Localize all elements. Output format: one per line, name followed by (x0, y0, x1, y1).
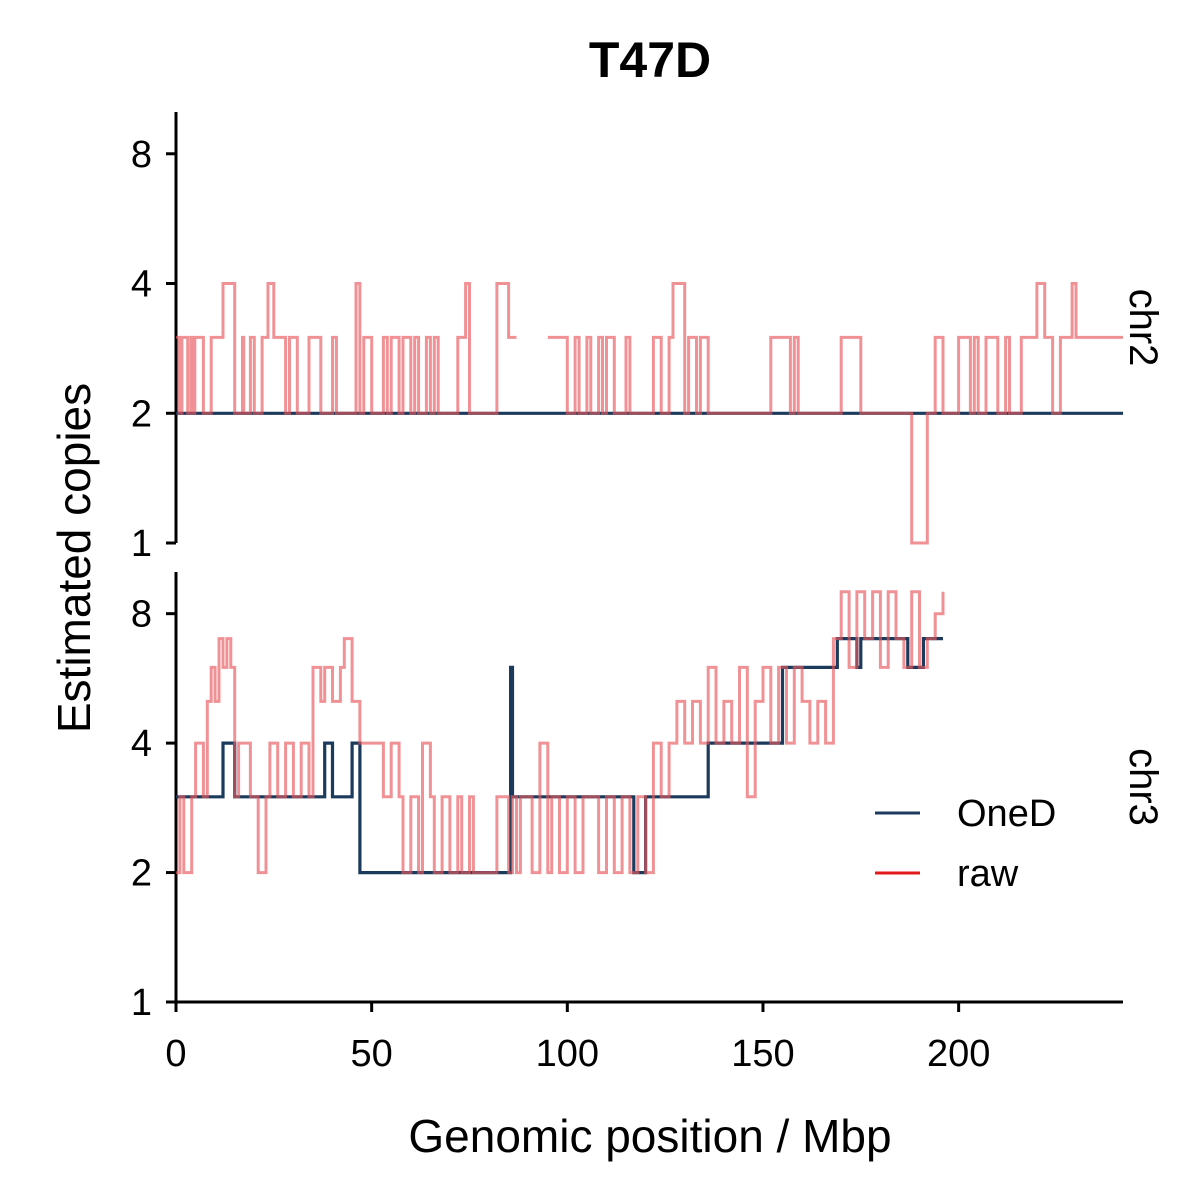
x-axis-label: Genomic position / Mbp (408, 1110, 891, 1162)
x-tick-label: 150 (731, 1033, 794, 1075)
x-tick-label: 0 (165, 1033, 186, 1075)
legend: OneD raw (875, 793, 1056, 895)
y-tick-label: 8 (131, 594, 152, 636)
x-axis-ticks: 0 50 100 150 200 (165, 1002, 990, 1075)
y-tick-label: 4 (131, 264, 152, 306)
series-line-raw (547, 282, 1123, 545)
x-tick-label: 50 (351, 1033, 393, 1075)
panel-chr3: 1 2 4 8 chr3 (131, 572, 1165, 1024)
panel-strip-label: chr3 (1121, 748, 1165, 826)
series-line-oned (176, 637, 943, 875)
y-tick-label: 4 (131, 723, 152, 765)
panel-strip-label: chr2 (1121, 289, 1165, 367)
y-tick-label: 8 (131, 134, 152, 176)
y-axis-label: Estimated copies (48, 383, 100, 733)
y-tick-label: 1 (131, 523, 152, 565)
series-line-raw (176, 282, 517, 415)
x-tick-label: 200 (927, 1033, 990, 1075)
legend-label: raw (957, 853, 1019, 895)
panel-chr2: 1 2 4 8 chr2 (131, 112, 1165, 565)
x-tick-label: 100 (536, 1033, 599, 1075)
legend-label: OneD (957, 793, 1056, 835)
y-tick-label: 2 (131, 393, 152, 435)
y-tick-label: 2 (131, 853, 152, 895)
series-line-raw (176, 590, 945, 875)
y-tick-label: 1 (131, 982, 152, 1024)
chart-title: T47D (589, 32, 711, 88)
